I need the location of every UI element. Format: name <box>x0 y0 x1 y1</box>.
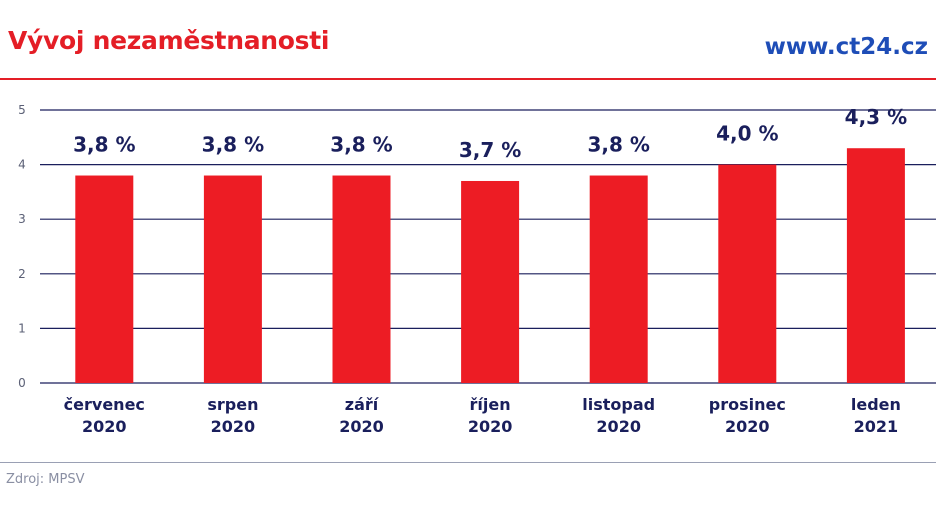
x-tick-label-year: 2021 <box>854 417 899 436</box>
bar <box>589 175 648 383</box>
data-label: 3,7 % <box>459 138 521 162</box>
site-link[interactable]: www.ct24.cz <box>764 34 928 60</box>
data-label: 4,0 % <box>716 122 778 146</box>
x-tick-label: leden <box>851 395 901 414</box>
x-tick-label-year: 2020 <box>725 417 770 436</box>
bar <box>75 175 134 383</box>
x-tick-label: prosinec <box>709 395 786 414</box>
data-label: 4,3 % <box>845 105 907 129</box>
y-tick-label: 4 <box>18 158 26 172</box>
footer-divider <box>0 462 936 463</box>
data-label: 3,8 % <box>73 133 135 157</box>
source-note: Zdroj: MPSV <box>6 472 85 487</box>
chart-title: Vývoj nezaměstnanosti <box>8 26 330 55</box>
x-tick-label: listopad <box>582 395 655 414</box>
header-divider <box>0 78 936 80</box>
x-tick-label-year: 2020 <box>339 417 384 436</box>
bar <box>718 164 777 383</box>
data-label: 3,8 % <box>202 133 264 157</box>
x-tick-label-year: 2020 <box>82 417 127 436</box>
x-tick-label: říjen <box>470 395 511 414</box>
bar <box>461 180 520 383</box>
bar <box>203 175 262 383</box>
bar <box>332 175 391 383</box>
data-label: 3,8 % <box>587 133 649 157</box>
x-tick-label-year: 2020 <box>468 417 513 436</box>
bar <box>846 148 905 383</box>
x-tick-label-year: 2020 <box>211 417 256 436</box>
x-tick-label: srpen <box>207 395 258 414</box>
x-tick-label-year: 2020 <box>596 417 641 436</box>
y-tick-label: 1 <box>18 321 26 335</box>
x-tick-label: září <box>345 395 380 414</box>
y-tick-label: 5 <box>18 103 26 117</box>
y-tick-label: 3 <box>18 212 26 226</box>
bar-chart: 0 1 2 3 4 5 3,8 % červenec 2020 3,8 % srpen 2020 3,8… <box>18 103 936 436</box>
data-label: 3,8 % <box>330 133 392 157</box>
x-tick-label: červenec <box>64 395 145 414</box>
y-tick-label: 2 <box>18 267 26 281</box>
y-tick-label: 0 <box>18 376 26 390</box>
